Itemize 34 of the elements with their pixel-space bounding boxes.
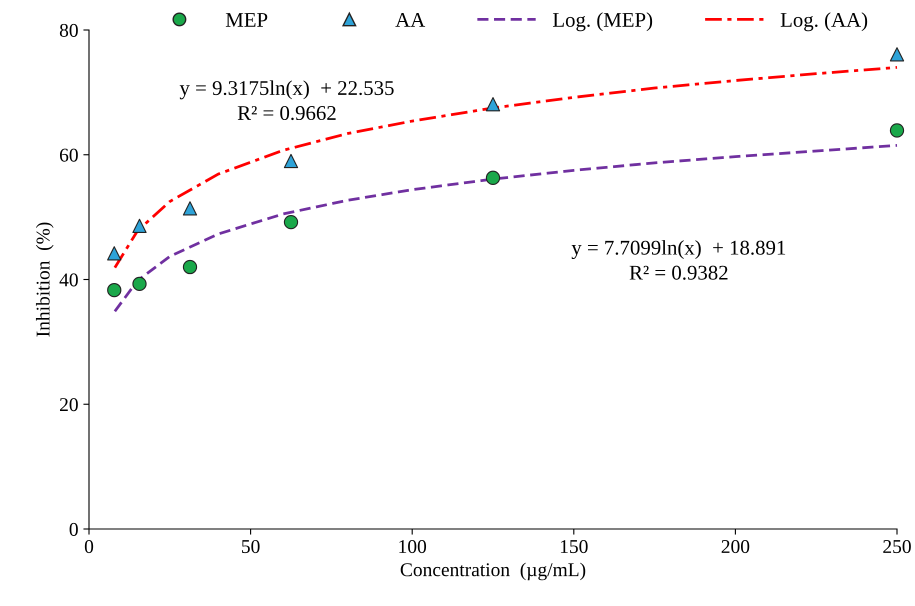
legend-label: Log. (MEP) — [552, 12, 652, 32]
point — [107, 246, 122, 260]
annotation: R² = 0.9382 — [630, 266, 728, 280]
y-tick-label: 0 — [70, 522, 78, 536]
y-axis-title: Inhibition (%) — [36, 222, 54, 337]
x-tick-label: 150 — [560, 540, 588, 554]
point — [132, 218, 147, 233]
line-series — [113, 144, 898, 313]
legend-label: Log. (AA) — [780, 12, 868, 32]
point — [182, 260, 198, 274]
point — [890, 47, 904, 62]
y-tick-label: 20 — [60, 398, 78, 412]
x-tick-label: 50 — [242, 540, 260, 554]
x-tick-label: 250 — [883, 540, 911, 554]
point — [182, 201, 198, 216]
x-axis-title: Concentration (µg/mL) — [400, 562, 586, 580]
legend-label: MEP — [226, 13, 268, 27]
x-tick-label: 0 — [84, 540, 94, 554]
point — [486, 170, 500, 185]
point — [132, 276, 147, 292]
y-tick-label: 40 — [60, 273, 78, 286]
annotation: R² = 0.9662 — [238, 106, 336, 120]
x-tick-label: 200 — [722, 540, 750, 554]
annotation: y = 9.3175ln(x) + 22.535 — [180, 80, 394, 100]
point — [107, 282, 122, 298]
x-tick-label: 100 — [399, 540, 426, 554]
point — [890, 123, 904, 138]
point — [284, 214, 298, 230]
annotation: y = 7.7099ln(x) + 18.891 — [572, 240, 786, 260]
point — [284, 154, 298, 168]
y-tick-label: 60 — [60, 148, 78, 162]
point — [486, 97, 500, 112]
y-tick-label: 80 — [60, 24, 78, 37]
legend-label: AA — [395, 12, 426, 27]
